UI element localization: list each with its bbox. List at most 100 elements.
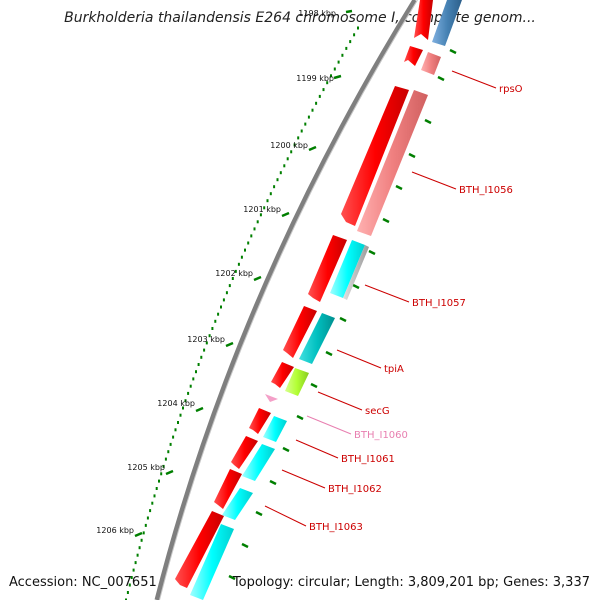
tick-mark [165,469,174,476]
scale-dot [349,40,352,44]
scale-dot [259,213,262,217]
scale-dot [142,531,145,535]
scale-dot [200,355,203,359]
scale-dot [315,101,318,105]
scale-dot [167,450,170,454]
tick-label: 1205 kbp [127,463,165,472]
gene-feature [242,444,275,481]
gene-label-BTH_I1056[interactable]: BTH_I1056 [459,185,513,196]
tick-mark [195,406,204,413]
scale-dot [177,421,179,424]
scale-dot [134,561,137,565]
scale-dot [205,341,208,345]
scale-dot [211,327,214,330]
scale-dot [231,277,234,280]
gene-feature [265,394,278,402]
gene-feature [404,46,423,66]
scale-dot [222,298,225,302]
tick-label: 1203 kbp [187,335,225,344]
scale-dot [337,60,340,64]
gene-feature [263,416,287,442]
scale-dot [140,538,143,542]
scale-dot [273,185,276,189]
gene-label-BTH_I1062[interactable]: BTH_I1062 [328,484,382,495]
gene-label-BTH_I1061[interactable]: BTH_I1061 [341,454,395,465]
scale-dot [138,546,141,550]
scale-ticks: 1198 kbp 1199 kbp 1200 kbp 1201 kbp 1202… [96,9,353,538]
scale-dot [158,479,160,483]
gene-feature [249,408,271,434]
scale-dot [266,199,269,203]
label-leaders [264,70,497,527]
scale-dot [179,413,182,417]
scale-dot [155,487,158,490]
scale-dot [197,363,200,366]
scale-dot [195,370,197,374]
scale-dot [174,428,177,432]
gene-feature [285,368,309,396]
tick-label: 1206 kbp [96,526,134,535]
scale-dot [293,143,296,147]
scale-dot [318,94,321,98]
genome-summary: Topology: circular; Length: 3,809,201 bp… [232,575,590,590]
scale-dot [214,319,217,323]
scale-dot [311,108,314,112]
scale-dot [172,435,175,439]
scale-dot [132,568,135,572]
forward-cds-track [175,0,433,588]
gene-feature [341,86,409,226]
scale-dot [333,67,336,71]
scale-dot [149,509,152,513]
scale-dot [220,305,222,309]
gene-feature [214,469,242,509]
gene-feature [330,240,365,298]
gene-label-rpsO[interactable]: rpsO [499,84,523,95]
gene-label-BTH_I1063[interactable]: BTH_I1063 [309,522,363,533]
inner-ticks [228,48,457,581]
tick-mark [281,211,290,218]
scale-dot [357,26,359,30]
tick-mark [345,9,353,14]
scale-dot [125,598,127,600]
scale-dot [250,234,253,238]
chromosome-backbone [154,0,418,600]
gene-label-BTH_I1060[interactable]: BTH_I1060 [354,430,408,441]
gene-feature [175,511,224,588]
gene-label-secG[interactable]: secG [365,406,390,417]
accession-label: Accession: NC_007651 [9,575,157,590]
scale-dot [192,377,195,381]
scale-dot [184,399,187,403]
scale-dot [169,442,172,446]
tick-mark [253,275,262,282]
scale-dot [300,129,303,133]
scale-dot [162,464,165,468]
gene-feature [432,0,462,46]
scale-dot [276,178,279,182]
scale-dot [160,472,163,476]
scale-dot [283,164,286,168]
reverse-cds-track [190,0,462,600]
tick-label: 1204 kbp [157,399,195,408]
scale-dot [144,523,147,527]
gene-labels: rpsO BTH_I1056 BTH_I1057 tpiA secG BTH_I… [309,84,523,533]
scale-dot [297,136,300,140]
gene-feature [421,52,441,75]
scale-dot [263,206,266,210]
chromosome-backbone-highlight [159,0,418,600]
gene-label-BTH_I1057[interactable]: BTH_I1057 [412,298,466,309]
scale-dot [146,516,149,520]
scale-dot [203,348,206,352]
tick-label: 1202 kbp [215,269,253,278]
scale-dot [269,192,272,196]
tick-mark [333,74,342,80]
tick-mark [308,145,317,152]
tick-label: 1201 kbp [243,205,281,214]
tick-label: 1200 kbp [270,141,308,150]
scale-dot [217,312,220,316]
gene-feature [190,524,234,600]
gene-label-tpiA[interactable]: tpiA [384,364,404,375]
scale-dot [187,391,190,395]
scale-dot [290,150,293,154]
scale-dot [322,88,325,92]
